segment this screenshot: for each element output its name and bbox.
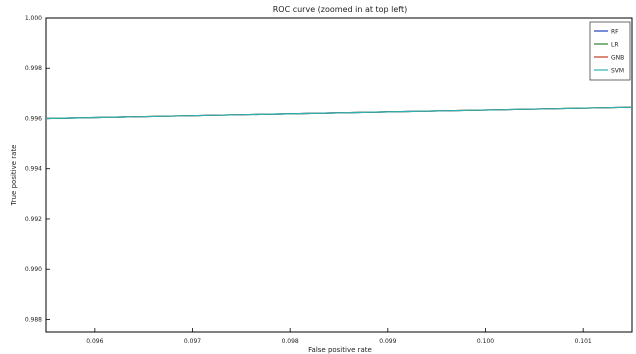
x-axis-ticks: 0.096 0.097 0.098 0.099 0.100 0.101 (86, 328, 592, 345)
y-tick-label: 0.990 (25, 266, 42, 273)
series-line-svm (45, 106, 633, 120)
x-tick-label: 0.096 (86, 338, 103, 345)
chart-title: ROC curve (zoomed in at top left) (273, 5, 408, 14)
legend-label-lr: LR (611, 42, 619, 49)
x-tick-label: 0.097 (184, 338, 201, 345)
y-tick-label: 0.998 (25, 65, 42, 72)
x-axis-label: False positive rate (308, 346, 372, 354)
y-axis-label: True positive rate (10, 145, 18, 207)
plot-area-frame (45, 17, 633, 333)
series-lines (45, 106, 633, 120)
legend: RF LR GNB SVM (589, 21, 631, 81)
x-tick-label: 0.098 (282, 338, 299, 345)
x-tick-label: 0.099 (379, 338, 396, 345)
y-axis-ticks: 0.988 0.990 0.992 0.994 0.996 0.998 1.000 (25, 15, 50, 323)
y-tick-label: 0.988 (25, 316, 42, 323)
x-tick-label: 0.100 (477, 338, 494, 345)
x-tick-label: 0.101 (575, 338, 592, 345)
legend-label-svm: SVM (611, 68, 624, 75)
legend-label-gnb: GNB (611, 55, 624, 62)
y-tick-label: 0.994 (25, 166, 42, 173)
y-tick-label: 1.000 (25, 15, 42, 22)
legend-box (589, 21, 631, 81)
legend-label-rf: RF (611, 29, 619, 36)
y-tick-label: 0.992 (25, 216, 42, 223)
y-tick-label: 0.996 (25, 115, 42, 122)
